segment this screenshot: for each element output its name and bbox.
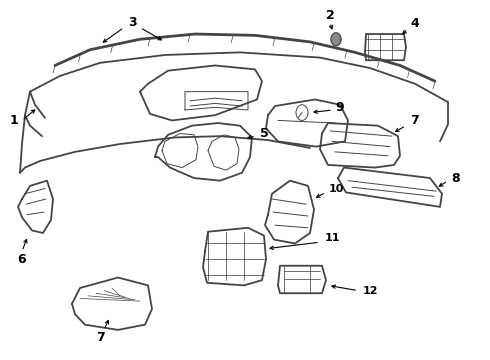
Text: 4: 4: [411, 17, 419, 30]
Text: 11: 11: [324, 233, 340, 243]
Text: 12: 12: [362, 285, 378, 296]
Text: 10: 10: [328, 184, 343, 194]
Text: 5: 5: [260, 127, 269, 140]
Text: 2: 2: [326, 9, 334, 22]
Text: 7: 7: [96, 331, 104, 344]
Text: 3: 3: [128, 16, 136, 29]
Text: 6: 6: [18, 253, 26, 266]
Text: 1: 1: [10, 114, 19, 127]
Text: 8: 8: [452, 171, 460, 185]
Polygon shape: [331, 33, 341, 46]
Text: 7: 7: [410, 114, 418, 127]
Text: 9: 9: [336, 101, 344, 114]
